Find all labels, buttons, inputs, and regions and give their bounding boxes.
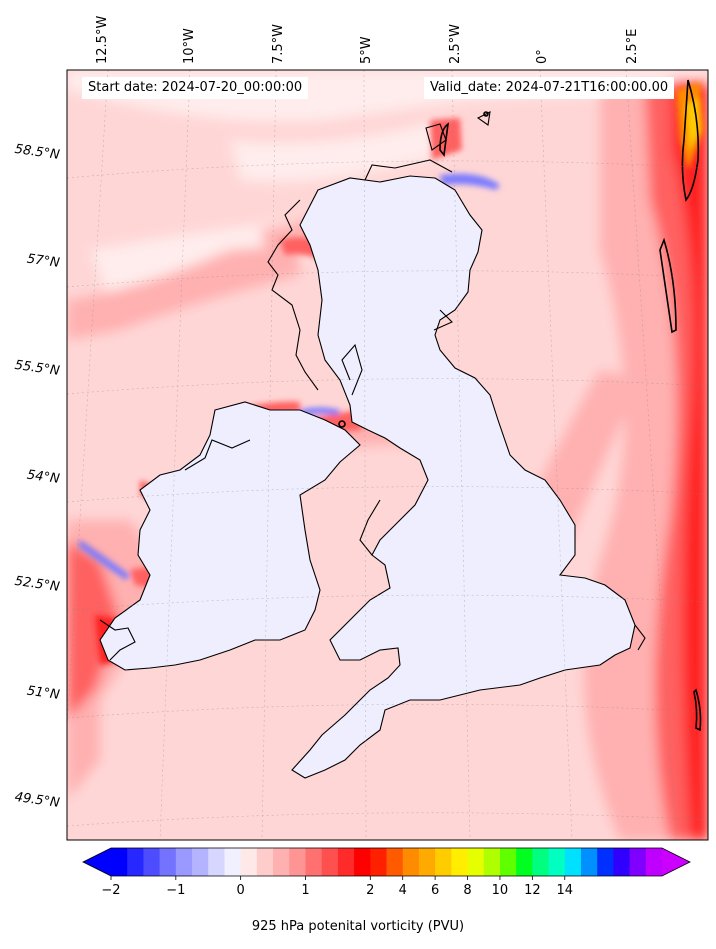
colorbar-segment <box>127 848 144 876</box>
lon-label-5w: 5°W <box>359 36 374 64</box>
colorbar-tick-label: 4 <box>399 883 407 898</box>
colorbar-segment <box>645 848 663 876</box>
colorbar-segment <box>370 848 387 876</box>
colorbar-segment <box>256 848 274 876</box>
colorbar-segment <box>354 848 371 876</box>
valid-date-label: Valid_date: 2024-07-21T16:00:00.00 <box>424 77 675 99</box>
lat-label-54n: 54°N <box>26 468 61 487</box>
colorbar-ticks: −2 −1 0 1 2 4 6 8 10 12 14 <box>101 876 573 898</box>
colorbar-tick-label: 0 <box>237 883 245 898</box>
colorbar-under-arrow <box>83 848 111 876</box>
lat-label-52.5n: 52.5°N <box>14 574 61 595</box>
colorbar-segment <box>580 848 598 876</box>
colorbar-segment <box>467 848 485 876</box>
colorbar-tick-label: −2 <box>101 883 120 898</box>
lon-label-2.5w: 2.5°W <box>448 24 463 64</box>
colorbar: −2 −1 0 1 2 4 6 8 10 12 14 <box>82 847 691 898</box>
colorbar-segment <box>516 848 533 876</box>
colorbar-segment <box>208 848 225 876</box>
colorbar-segment <box>629 848 647 876</box>
lat-label-55.5n: 55.5°N <box>14 358 61 379</box>
colorbar-segment <box>483 848 501 876</box>
colorbar-segment <box>175 848 193 876</box>
lon-label-10w: 10°W <box>182 28 197 64</box>
lat-label-51n: 51°N <box>26 684 61 703</box>
colorbar-segment <box>305 848 323 876</box>
colorbar-tick-label: 8 <box>463 883 471 898</box>
colorbar-label: 925 hPa potenital vorticity (PVU) <box>251 919 465 934</box>
colorbar-segment <box>597 848 614 876</box>
colorbar-segment <box>435 848 452 876</box>
colorbar-segment <box>337 848 355 876</box>
map-frame <box>66 69 709 841</box>
graticule <box>67 70 708 840</box>
colorbar-tick-label: 2 <box>366 883 374 898</box>
colorbar-over-arrow <box>662 848 690 876</box>
lat-label-49.5n: 49.5°N <box>14 790 61 811</box>
lon-label-12.5w: 12.5°W <box>95 16 110 64</box>
lat-label-58.5n: 58.5°N <box>14 142 61 163</box>
colorbar-segment <box>402 848 420 876</box>
colorbar-tick-label: 10 <box>492 883 509 898</box>
colorbar-segment <box>224 848 242 876</box>
colorbar-segment <box>613 848 631 876</box>
colorbar-segment <box>192 848 209 876</box>
longitude-labels: 12.5°W 10°W 7.5°W 5°W 2.5°W 0° 2.5°E <box>95 16 640 64</box>
colorbar-tick-label: −1 <box>166 883 185 898</box>
coastlines <box>99 111 646 779</box>
colorbar-tick-label: 14 <box>556 883 573 898</box>
colorbar-segment <box>386 848 404 876</box>
pv-map <box>67 70 708 840</box>
colorbar-segment <box>532 848 550 876</box>
latitude-labels: 58.5°N 57°N 55.5°N 54°N 52.5°N 51°N 49.5… <box>14 142 61 811</box>
lon-label-7.5w: 7.5°W <box>271 24 286 64</box>
lon-label-0: 0° <box>535 49 550 64</box>
colorbar-segment <box>143 848 161 876</box>
colorbar-segment <box>499 848 517 876</box>
colorbar-tick-label: 1 <box>301 883 309 898</box>
colorbar-segment <box>321 848 339 876</box>
start-date-label: Start date: 2024-07-20_00:00:00 <box>82 77 309 99</box>
colorbar-segment <box>548 848 566 876</box>
lat-label-57n: 57°N <box>26 252 61 271</box>
colorbar-segment <box>451 848 469 876</box>
colorbar-segment <box>273 848 290 876</box>
colorbar-segment <box>159 848 177 876</box>
colorbar-segments <box>111 848 663 876</box>
colorbar-segment <box>240 848 258 876</box>
colorbar-segment <box>418 848 436 876</box>
colorbar-segment <box>564 848 582 876</box>
colorbar-segment <box>111 848 128 876</box>
colorbar-segment <box>289 848 306 876</box>
lon-label-2.5e: 2.5°E <box>625 29 640 64</box>
colorbar-tick-label: 12 <box>524 883 541 898</box>
colorbar-tick-label: 6 <box>431 883 439 898</box>
